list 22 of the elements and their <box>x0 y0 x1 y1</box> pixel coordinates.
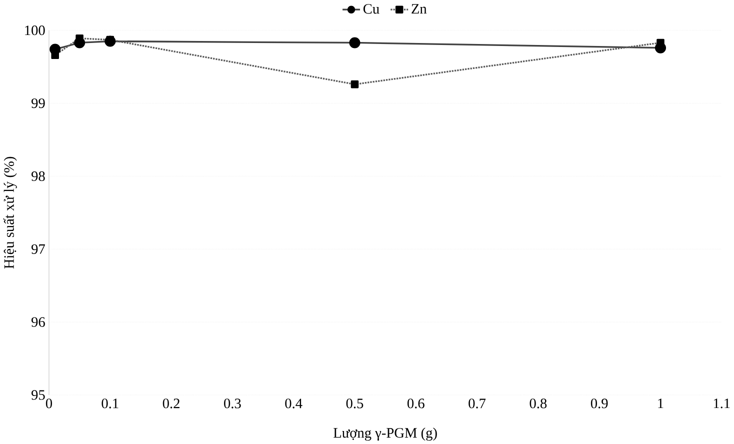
x-tick-label: 1 <box>658 398 664 408</box>
y-tick-label: 97 <box>32 244 45 254</box>
x-tick-label: 0.8 <box>530 398 547 408</box>
x-tick-label: 0.7 <box>468 398 486 408</box>
y-tick-label: 98 <box>32 171 45 182</box>
y-tick-label: 96 <box>32 317 45 327</box>
x-axis-title: Lượng γ-PGM (g) <box>334 428 437 441</box>
x-tick-label: 0.9 <box>590 398 608 408</box>
y-tick-label: 99 <box>32 98 45 108</box>
x-tick-label: 1.1 <box>714 398 730 408</box>
y-axis-title: Hiệu suất xử lý (%) <box>3 156 17 269</box>
y-tick-label: 95 <box>32 390 45 400</box>
x-tick-label: 0.5 <box>346 398 364 408</box>
legend-label: Cu <box>363 4 380 14</box>
x-tick-label: 0.4 <box>285 398 302 408</box>
x-tick-label: 0 <box>46 398 52 408</box>
legend-label: Zn <box>412 4 427 14</box>
y-tick-label: 100 <box>25 25 45 36</box>
x-tick-label: 0.1 <box>102 398 118 408</box>
x-tick-label: 0.3 <box>224 398 241 408</box>
x-tick-label: 0.6 <box>407 398 424 408</box>
x-tick-label: 0.2 <box>162 398 180 408</box>
